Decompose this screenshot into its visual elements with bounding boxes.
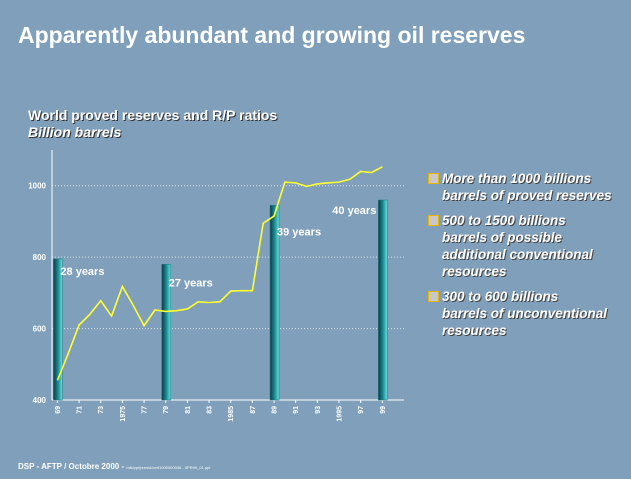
x-tick-label: 1995 <box>337 406 344 422</box>
x-tick-label: 91 <box>293 406 300 414</box>
note-head: 500 to 1500 billions <box>442 213 566 228</box>
x-tick-label: 99 <box>380 406 387 414</box>
note-head: 300 to 600 billions <box>442 289 559 304</box>
y-tick-label: 800 <box>33 253 47 262</box>
bar <box>269 205 280 401</box>
x-tick-label: 77 <box>142 406 149 414</box>
x-tick-label: 1975 <box>120 406 127 422</box>
y-tick-label: 600 <box>33 325 47 334</box>
x-tick-label: 81 <box>185 406 192 414</box>
x-tick-label: 83 <box>207 406 214 414</box>
footer: DSP - AFTP / Octobre 2000 - mlk/ppt/pres… <box>18 462 210 471</box>
bar-label: 39 years <box>277 226 321 238</box>
note: 300 to 600 billions barrels of unconventi… <box>428 288 628 339</box>
bar <box>53 258 63 401</box>
line <box>56 166 383 381</box>
chart-title: World proved reserves and R/P ratios <box>28 107 278 123</box>
bar <box>161 264 171 401</box>
note-body: barrels of unconventional resources <box>442 306 608 338</box>
bar-label: 28 years <box>60 266 104 278</box>
note-body: barrels of proved reserves <box>442 188 612 203</box>
bar-label: 40 years <box>332 205 376 217</box>
x-tick-label: 93 <box>315 406 322 414</box>
x-tick-label: 87 <box>250 406 257 414</box>
x-tick-label: 73 <box>98 406 105 414</box>
x-tick-label: 89 <box>272 406 279 414</box>
bar <box>378 199 388 401</box>
note: 500 to 1500 billions barrels of possible … <box>428 212 628 280</box>
chart-subtitle: Billion barrels <box>28 124 122 140</box>
x-tick-label: 71 <box>77 406 84 414</box>
notes: More than 1000 billions barrels of proved… <box>428 170 628 347</box>
footer-path: mlk/ppt/presid/cert1000000036 - 0PR99_01… <box>126 465 211 470</box>
x-tick-label: 97 <box>358 406 365 414</box>
footer-main: DSP - AFTP / Octobre 2000 - <box>18 462 127 471</box>
note-body: barrels of possible additional conventio… <box>442 230 593 279</box>
note-head: More than 1000 billions <box>442 171 592 186</box>
note: More than 1000 billions barrels of proved… <box>428 170 628 204</box>
x-tick-label: 1985 <box>228 406 235 422</box>
slide-title: Apparently abundant and growing oil rese… <box>18 22 526 48</box>
bar-label: 27 years <box>169 277 213 289</box>
x-tick-label: 69 <box>55 406 62 414</box>
x-tick-label: 79 <box>163 406 170 414</box>
y-tick-label: 1000 <box>28 182 46 191</box>
y-tick-label: 400 <box>33 396 47 405</box>
